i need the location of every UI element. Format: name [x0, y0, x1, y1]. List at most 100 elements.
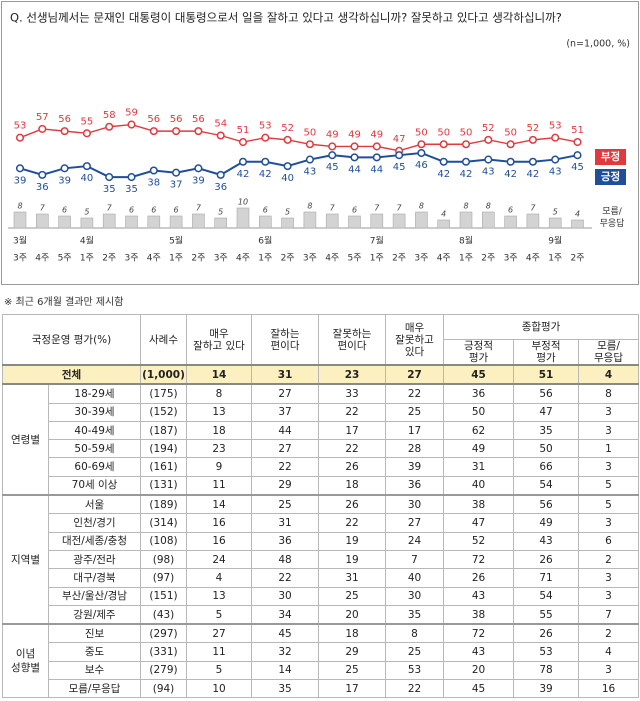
value-label: 39 — [58, 175, 71, 186]
row-label: 30-39세 — [48, 402, 141, 422]
value-label: 43 — [482, 167, 495, 178]
total-row: 전체 (1,000) 14 31 23 27 45 51 4 — [2, 363, 640, 386]
cell: 55 — [513, 604, 579, 625]
x-tick-label: 3주 — [13, 253, 27, 264]
cell: 35 — [385, 604, 444, 625]
header-cell: 매우 잘하고 있다 — [186, 314, 252, 366]
cell: 8 — [186, 383, 252, 404]
cell: 36 — [385, 475, 444, 496]
value-label: 45 — [571, 162, 584, 173]
table-row: 60-69세 (161) 9 22 26 39 31 66 3 — [3, 457, 640, 477]
point — [60, 127, 69, 136]
bar-label: 7 — [374, 204, 380, 213]
bar — [325, 213, 339, 229]
cell: 25 — [385, 642, 444, 662]
cell: 17 — [318, 679, 386, 699]
x-tick-label: 1주 — [258, 253, 272, 264]
point — [82, 129, 91, 138]
bar — [147, 215, 161, 229]
cell: 50 — [513, 439, 579, 459]
cell: 27 — [186, 623, 252, 644]
cell: 3 — [577, 402, 640, 422]
table-row: 연령별 18-29세 (175) 8 27 33 22 36 56 8 — [2, 383, 640, 496]
value-label: 39 — [192, 175, 205, 186]
bar-label: 8 — [463, 202, 468, 211]
cell: 38 — [443, 494, 514, 515]
cell: 27 — [251, 439, 319, 459]
point — [461, 157, 471, 166]
value-label: 44 — [370, 164, 383, 175]
value-label: 40 — [281, 173, 294, 184]
cell: 10 — [186, 679, 252, 699]
table-row: 인천/경기 (314) 16 31 22 27 47 49 3 — [3, 513, 640, 533]
cell: 4 — [577, 363, 640, 386]
legend-swatch — [595, 169, 626, 185]
bar — [169, 215, 183, 229]
cell: 48 — [251, 549, 319, 570]
x-tick-label: 4주 — [236, 253, 250, 264]
value-label: 50 — [415, 127, 428, 138]
cell: 31 — [251, 513, 319, 533]
point — [194, 127, 203, 136]
cell: 45 — [251, 623, 319, 644]
chart-subtitle: (n=1,000, %) — [566, 39, 630, 50]
row-label: 대구/경북 — [48, 568, 141, 588]
cell: 5 — [186, 604, 252, 625]
cell: 50 — [443, 402, 514, 422]
row-label: 강원/제주 — [48, 604, 141, 625]
value-label: 45 — [393, 162, 406, 173]
x-tick-label: 3주 — [303, 253, 317, 264]
month-label: 9월 — [548, 235, 562, 247]
cell: (297) — [140, 623, 187, 644]
bar-label: 7 — [40, 204, 46, 213]
cell: 43 — [513, 531, 579, 551]
x-tick-label: 4주 — [35, 253, 49, 264]
value-label: 53 — [14, 121, 27, 132]
x-tick-label: 1주 — [459, 253, 473, 264]
table-row: 강원/제주 (43) 5 34 20 35 38 55 7 — [3, 604, 640, 625]
point — [172, 127, 181, 136]
cell: 66 — [513, 457, 579, 477]
cell: 56 — [513, 494, 579, 515]
cell: 25 — [318, 660, 386, 681]
bar-label: 5 — [218, 208, 223, 217]
cell: 4 — [186, 568, 252, 588]
cell: 47 — [443, 513, 514, 533]
cell: (161) — [140, 457, 187, 477]
month-label: 5월 — [169, 235, 183, 247]
note: ※ 최근 6개월 결과만 제시함 — [4, 297, 124, 308]
cell: 31 — [443, 457, 514, 477]
bar-label: 4 — [575, 210, 580, 219]
cell: 3 — [577, 513, 640, 533]
value-label: 52 — [527, 123, 540, 134]
cell: 16 — [186, 513, 252, 533]
point — [82, 162, 91, 171]
value-label: 55 — [81, 116, 94, 127]
cell: 29 — [318, 642, 386, 662]
bar — [459, 211, 473, 229]
cell: 49 — [513, 513, 579, 533]
cell: 26 — [318, 457, 386, 477]
value-label: 50 — [504, 127, 517, 138]
value-label: 42 — [504, 169, 517, 180]
cell: 40 — [385, 568, 444, 588]
bar-label: 7 — [330, 204, 336, 213]
legend-label: 부정 — [601, 150, 620, 163]
cell: 2 — [577, 623, 640, 644]
bar-label: 5 — [84, 208, 89, 217]
bar-label: 6 — [263, 206, 268, 215]
point — [417, 148, 426, 158]
bar — [258, 215, 272, 229]
point — [283, 162, 292, 171]
table-row: 이념 성향별 진보 (297) 27 45 18 8 72 26 2 — [2, 623, 640, 699]
cell: 28 — [385, 439, 444, 459]
cell: 40 — [443, 475, 514, 496]
point — [38, 124, 47, 133]
cell: 13 — [186, 586, 252, 606]
point — [573, 151, 582, 160]
cell: 22 — [318, 439, 386, 459]
cell: 22 — [251, 568, 319, 588]
value-label: 42 — [527, 169, 540, 180]
cell: 45 — [443, 363, 514, 386]
point — [283, 135, 292, 144]
